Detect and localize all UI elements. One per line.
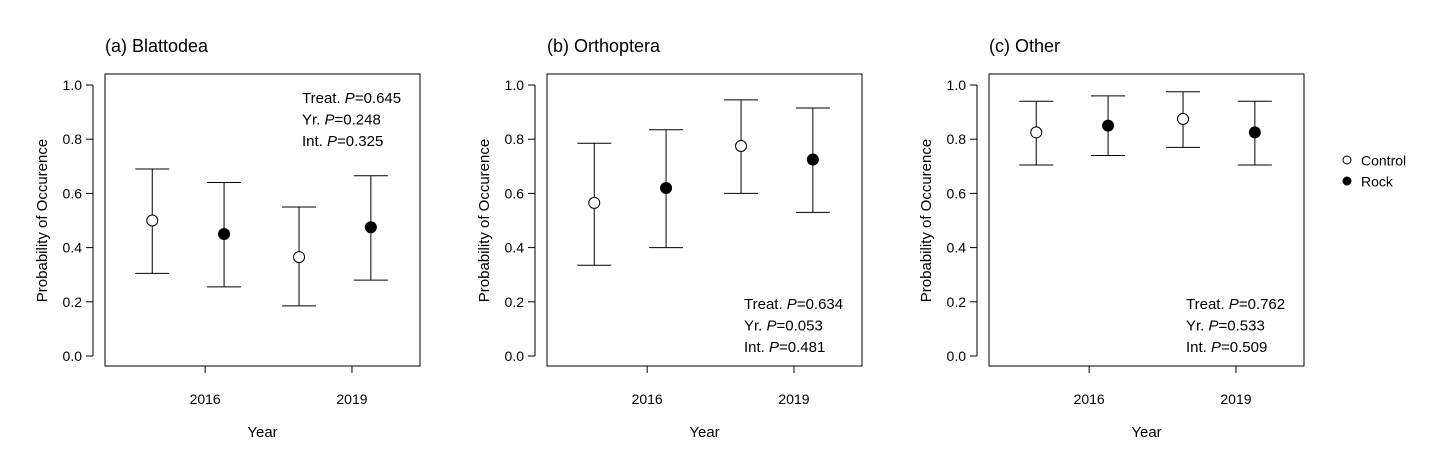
- stat-label: Yr.: [1186, 318, 1209, 335]
- point-control-2019: [293, 251, 306, 264]
- point-control-2019: [735, 139, 748, 152]
- x-tick-label: 2019: [1220, 391, 1251, 407]
- x-tick-label: 2019: [778, 391, 809, 407]
- stat-p-symbol: P: [325, 112, 335, 129]
- stat-annotation-line: Int. P=0.509: [1186, 339, 1267, 356]
- y-tick-label: 0.0: [63, 348, 83, 364]
- stat-p-symbol: P: [327, 133, 337, 150]
- stat-p-symbol: P: [1209, 318, 1219, 335]
- panel-title: (c) Other: [989, 36, 1060, 56]
- stat-annotation-line: Treat. P=0.645: [302, 90, 401, 107]
- plot-frame: [104, 73, 421, 367]
- legend-marker-rock: [1342, 176, 1352, 186]
- x-tick-label: 2019: [336, 391, 367, 407]
- x-tick-label: 2016: [190, 391, 221, 407]
- stat-label: Yr.: [744, 318, 767, 335]
- stat-value: =0.533: [1219, 318, 1265, 335]
- stat-value: =0.509: [1221, 339, 1267, 356]
- panel-title: (a) Blattodea: [105, 36, 209, 56]
- point-rock-2016: [1102, 119, 1115, 132]
- stat-annotation-line: Yr. P=0.533: [1186, 318, 1265, 335]
- y-tick-label: 0.4: [947, 240, 967, 256]
- panel-title: (b) Orthoptera: [547, 36, 661, 56]
- y-tick-label: 1.0: [63, 77, 83, 93]
- point-rock-2016: [218, 228, 231, 241]
- point-rock-2016: [660, 181, 673, 194]
- stat-label: Int.: [1186, 339, 1211, 356]
- point-control-2016: [146, 214, 159, 227]
- y-tick-label: 0.0: [505, 348, 525, 364]
- stat-value: =0.634: [797, 296, 843, 313]
- y-tick-label: 0.4: [63, 240, 83, 256]
- stat-label: Treat.: [1186, 296, 1229, 313]
- stat-p-symbol: P: [769, 339, 779, 356]
- x-tick-label: 2016: [1074, 391, 1105, 407]
- legend: Control Rock: [1342, 153, 1406, 190]
- point-control-2019: [1177, 112, 1190, 125]
- y-tick-label: 0.8: [947, 131, 967, 147]
- point-control-2016: [588, 196, 601, 209]
- legend-label-rock: Rock: [1361, 174, 1394, 190]
- point-control-2016: [1030, 126, 1043, 139]
- y-tick-label: 0.8: [505, 131, 525, 147]
- legend-label-control: Control: [1361, 153, 1406, 169]
- stat-p-symbol: P: [1211, 339, 1221, 356]
- stat-annotation-line: Treat. P=0.634: [744, 296, 843, 313]
- plot-frame: [546, 73, 863, 367]
- y-tick-label: 0.8: [63, 131, 83, 147]
- y-axis-label: Probability of Occurence: [918, 139, 935, 302]
- stat-annotation-line: Yr. P=0.248: [302, 112, 381, 129]
- y-tick-label: 1.0: [505, 77, 525, 93]
- panel-1: (a) Blattodea 0.0 0.2 0.4 0.6 0.8 1.0 Probabili…: [34, 36, 421, 441]
- stat-label: Int.: [302, 133, 327, 150]
- x-axis-label: Year: [689, 424, 719, 441]
- legend-marker-control: [1342, 155, 1352, 165]
- y-tick-label: 0.6: [947, 185, 967, 201]
- stat-p-symbol: P: [767, 318, 777, 335]
- y-tick-label: 0.0: [947, 348, 967, 364]
- stat-p-symbol: P: [787, 296, 797, 313]
- stat-annotation-line: Int. P=0.481: [744, 339, 825, 356]
- point-rock-2019: [364, 221, 377, 234]
- x-tick-label: 2016: [632, 391, 663, 407]
- stat-value: =0.645: [355, 90, 401, 107]
- stat-annotation-line: Treat. P=0.762: [1186, 296, 1285, 313]
- panel-2: (b) Orthoptera 0.0 0.2 0.4 0.6 0.8 1.0 Probabil…: [476, 36, 863, 441]
- y-tick-label: 1.0: [947, 77, 967, 93]
- y-tick-label: 0.4: [505, 240, 525, 256]
- y-tick-label: 0.2: [947, 294, 967, 310]
- stat-label: Treat.: [744, 296, 787, 313]
- stat-value: =0.248: [335, 112, 381, 129]
- plot-frame: [988, 73, 1305, 367]
- stat-value: =0.053: [777, 318, 823, 335]
- point-rock-2019: [1248, 126, 1261, 139]
- stat-label: Int.: [744, 339, 769, 356]
- stat-label: Treat.: [302, 90, 345, 107]
- x-axis-label: Year: [247, 424, 277, 441]
- stat-value: =0.481: [779, 339, 825, 356]
- stat-value: =0.762: [1239, 296, 1285, 313]
- stat-value: =0.325: [337, 133, 383, 150]
- stat-p-symbol: P: [345, 90, 355, 107]
- y-tick-label: 0.2: [505, 294, 525, 310]
- y-axis-label: Probability of Occurence: [476, 139, 493, 302]
- stat-p-symbol: P: [1229, 296, 1239, 313]
- y-tick-label: 0.2: [63, 294, 83, 310]
- x-axis-label: Year: [1131, 424, 1161, 441]
- point-rock-2019: [806, 153, 819, 166]
- y-axis-label: Probability of Occurence: [34, 139, 51, 302]
- panel-3: (c) Other 0.0 0.2 0.4 0.6 0.8 1.0 Probability o…: [918, 36, 1305, 441]
- stat-label: Yr.: [302, 112, 325, 129]
- y-tick-label: 0.6: [505, 185, 525, 201]
- stat-annotation-line: Int. P=0.325: [302, 133, 383, 150]
- y-tick-label: 0.6: [63, 185, 83, 201]
- stat-annotation-line: Yr. P=0.053: [744, 318, 823, 335]
